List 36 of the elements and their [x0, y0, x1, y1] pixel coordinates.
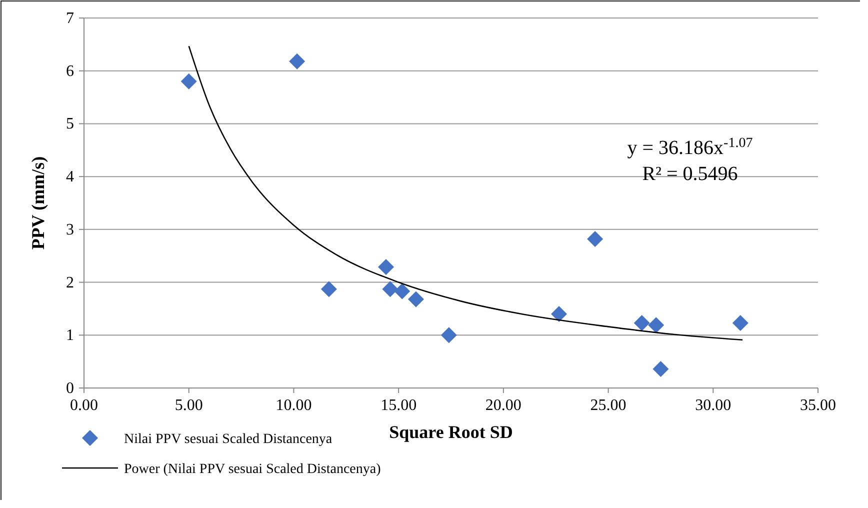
x-tick-label: 5.00 — [174, 397, 203, 414]
x-tick-label: 0.00 — [70, 397, 98, 414]
y-tick-label: 3 — [66, 221, 74, 238]
point — [440, 327, 457, 344]
point — [551, 306, 568, 322]
point — [378, 258, 394, 275]
legend-label: Power (Nilai PPV sesuai Scaled Distancenya) — [124, 462, 382, 477]
y-axis-title: PPV (mm/s) — [28, 156, 48, 250]
x-axis-title: Square Root SD — [389, 422, 513, 442]
point — [180, 73, 197, 90]
y-tick-label: 5 — [66, 116, 74, 133]
y-tick-label: 0 — [66, 380, 74, 397]
legend-label: Nilai PPV sesuai Scaled Distancenya — [124, 432, 333, 447]
x-tick-label: 20.00 — [485, 397, 522, 414]
point — [408, 291, 424, 308]
x-tick-label: 10.00 — [276, 397, 312, 414]
x-tick-label: 35.00 — [800, 397, 836, 414]
annotation: R² = 0.5496 — [642, 163, 738, 185]
point — [289, 53, 306, 70]
point — [634, 314, 650, 331]
point — [652, 360, 669, 377]
x-tick-label: 25.00 — [590, 397, 626, 414]
point — [587, 230, 604, 247]
x-tick-label: 30.00 — [695, 397, 732, 414]
annotation: y = 36.186x$^{-1.07}$ — [627, 136, 753, 159]
point — [648, 317, 664, 334]
point — [732, 314, 748, 331]
y-tick-label: 1 — [66, 327, 74, 344]
point — [320, 281, 337, 298]
point — [394, 283, 410, 300]
y-tick-label: 6 — [66, 62, 74, 80]
y-tick-label: 2 — [66, 274, 74, 292]
y-tick-label: 4 — [66, 168, 74, 186]
x-tick-label: 15.00 — [380, 397, 417, 414]
y-tick-label: 7 — [66, 10, 74, 27]
point — [382, 281, 398, 298]
